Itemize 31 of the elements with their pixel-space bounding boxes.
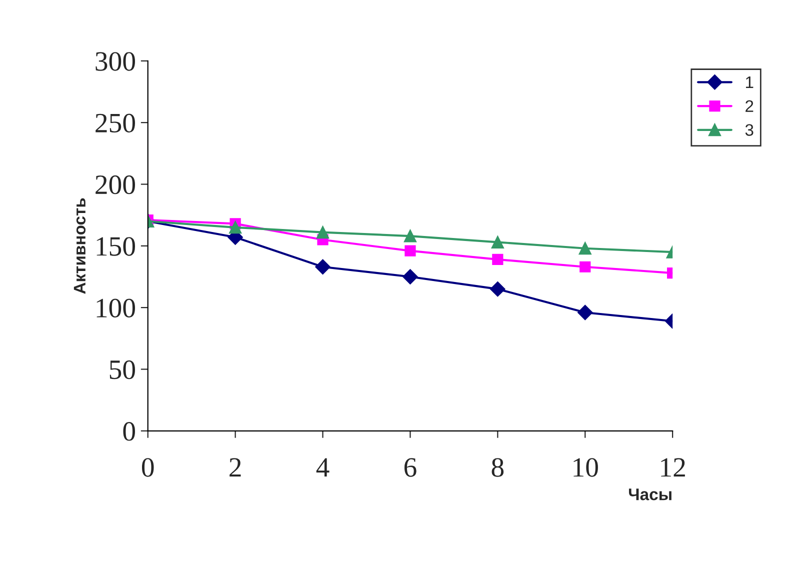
point <box>402 269 418 284</box>
point <box>229 221 242 234</box>
x-axis-title: Часы <box>628 488 672 500</box>
point <box>316 226 330 239</box>
x-tick-label: 8 <box>492 458 504 477</box>
y-tick-label: 250 <box>96 114 136 132</box>
y-tick-label: 100 <box>96 298 136 318</box>
x-tick-label: 10 <box>574 458 598 477</box>
y-tick-label: 0 <box>123 422 136 441</box>
point <box>491 236 504 248</box>
x-tick-label: 4 <box>316 458 330 477</box>
legend-label: 2 <box>746 100 754 112</box>
y-tick-label: 50 <box>110 360 136 380</box>
y-tick-label: 150 <box>96 237 136 256</box>
point <box>492 254 504 266</box>
x-tick-label: 0 <box>142 458 154 477</box>
x-tick-label: 12 <box>661 458 685 477</box>
point <box>315 259 330 274</box>
point <box>578 304 593 320</box>
point <box>404 245 416 256</box>
x-tick-label: 6 <box>404 458 416 477</box>
point <box>490 282 506 297</box>
point <box>580 261 591 272</box>
y-tick-label: 300 <box>96 52 136 71</box>
point <box>404 230 416 242</box>
y-tick-label: 200 <box>96 175 136 194</box>
legend-label: 1 <box>746 76 754 88</box>
x-tick-label: 2 <box>230 458 241 477</box>
y-axis-title: Активность <box>74 198 86 294</box>
legend-label: 3 <box>745 124 754 136</box>
point <box>578 242 592 255</box>
